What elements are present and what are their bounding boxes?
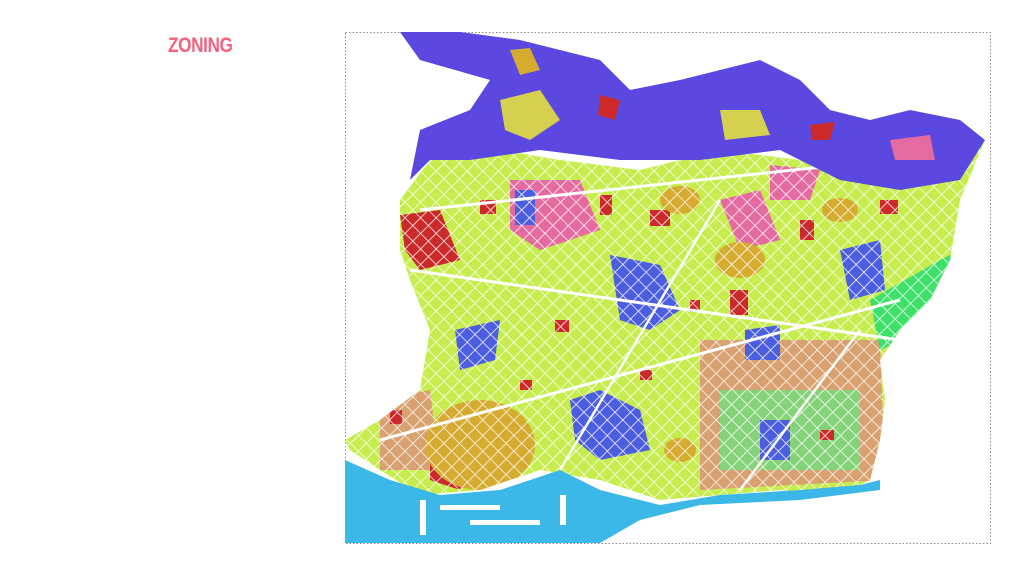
- mountain-details: [500, 48, 935, 160]
- land: [345, 140, 985, 500]
- mountain-zone: [400, 32, 985, 190]
- slide-title: ZONING: [168, 34, 233, 57]
- map-frame: [345, 32, 991, 544]
- port-piers: [420, 495, 566, 535]
